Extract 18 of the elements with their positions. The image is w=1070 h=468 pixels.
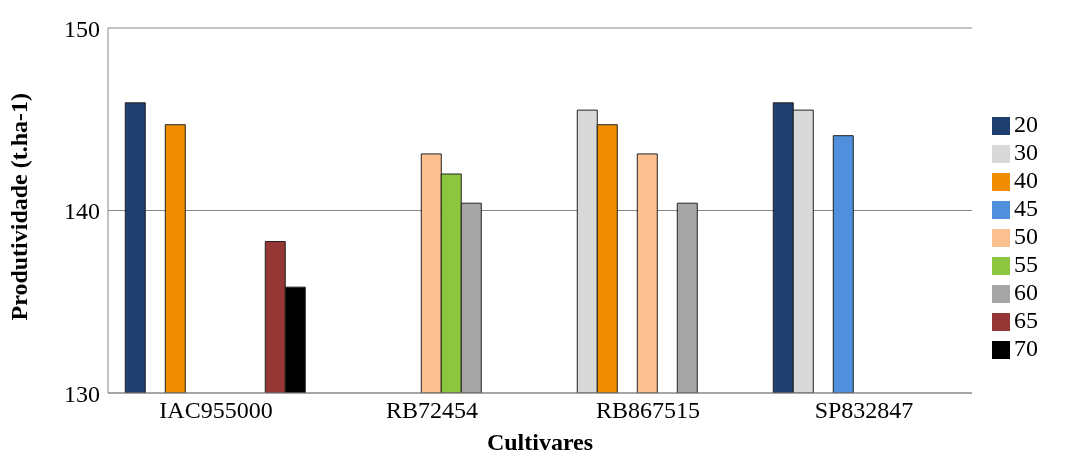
legend-label: 20 bbox=[1014, 110, 1038, 137]
y-tick-label: 150 bbox=[64, 15, 100, 42]
x-axis-title: Cultivares bbox=[486, 429, 594, 456]
legend-label: 30 bbox=[1014, 138, 1038, 165]
legend-label: 65 bbox=[1014, 306, 1038, 333]
x-tick-label: IAC955000 bbox=[159, 397, 273, 424]
legend-label: 60 bbox=[1014, 278, 1038, 305]
y-tick-label: 140 bbox=[64, 198, 100, 225]
legend-label: 45 bbox=[1014, 194, 1038, 221]
x-tick-label: RB72454 bbox=[385, 397, 479, 424]
x-tick-label: RB867515 bbox=[595, 397, 701, 424]
x-tick-label: SP832847 bbox=[814, 397, 914, 424]
legend-label: 55 bbox=[1014, 250, 1038, 277]
legend-label: 40 bbox=[1014, 166, 1038, 193]
y-axis-title: Produtividade (t.ha-1) bbox=[5, 92, 32, 321]
y-tick-label: 130 bbox=[64, 380, 100, 407]
legend-label: 50 bbox=[1014, 222, 1038, 249]
legend-label: 70 bbox=[1014, 334, 1038, 361]
